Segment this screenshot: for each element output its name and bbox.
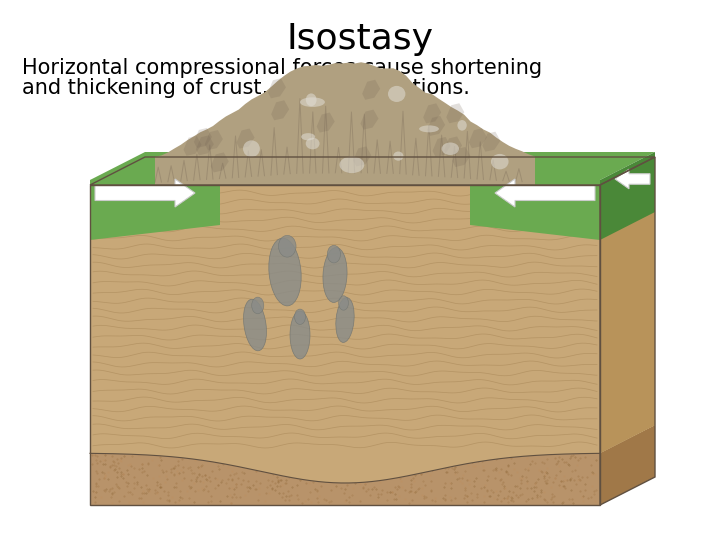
Ellipse shape <box>323 247 347 302</box>
Polygon shape <box>90 185 600 483</box>
Polygon shape <box>470 173 600 240</box>
Polygon shape <box>90 425 655 453</box>
Polygon shape <box>184 136 202 156</box>
Polygon shape <box>423 103 441 123</box>
Ellipse shape <box>491 154 508 170</box>
Polygon shape <box>427 116 445 136</box>
Ellipse shape <box>306 93 317 106</box>
Ellipse shape <box>340 157 364 173</box>
Polygon shape <box>194 128 212 148</box>
Ellipse shape <box>388 86 405 102</box>
Ellipse shape <box>328 245 341 263</box>
Ellipse shape <box>393 152 403 161</box>
Polygon shape <box>600 425 655 505</box>
Polygon shape <box>600 152 655 240</box>
Polygon shape <box>600 157 655 453</box>
Ellipse shape <box>336 298 354 342</box>
Polygon shape <box>361 110 379 130</box>
Ellipse shape <box>279 235 296 257</box>
Polygon shape <box>362 80 380 100</box>
Ellipse shape <box>306 138 320 150</box>
Ellipse shape <box>269 238 301 306</box>
Polygon shape <box>615 169 650 189</box>
Ellipse shape <box>301 133 315 140</box>
Ellipse shape <box>243 299 266 351</box>
Polygon shape <box>433 137 451 157</box>
Ellipse shape <box>294 309 305 325</box>
Polygon shape <box>268 78 286 98</box>
Polygon shape <box>317 112 335 132</box>
Polygon shape <box>495 179 595 207</box>
Polygon shape <box>205 130 223 150</box>
Polygon shape <box>444 137 462 157</box>
Polygon shape <box>237 129 255 148</box>
Polygon shape <box>90 453 600 505</box>
Polygon shape <box>196 136 214 156</box>
Polygon shape <box>90 152 655 180</box>
Polygon shape <box>211 152 229 172</box>
Polygon shape <box>452 147 470 167</box>
Ellipse shape <box>290 311 310 359</box>
Polygon shape <box>90 173 220 240</box>
Ellipse shape <box>338 296 348 310</box>
Ellipse shape <box>243 140 260 157</box>
Polygon shape <box>95 179 195 207</box>
Text: Isostasy: Isostasy <box>287 22 433 56</box>
Polygon shape <box>271 100 289 120</box>
Ellipse shape <box>441 143 459 155</box>
Polygon shape <box>469 129 487 148</box>
Polygon shape <box>354 146 372 166</box>
Ellipse shape <box>457 120 467 131</box>
Polygon shape <box>155 62 535 185</box>
Polygon shape <box>482 132 500 152</box>
Text: and thickening of crust,  in both directions.: and thickening of crust, in both directi… <box>22 78 470 98</box>
Ellipse shape <box>252 297 264 314</box>
Text: Horizontal compressional forces cause shortening: Horizontal compressional forces cause sh… <box>22 58 542 78</box>
Ellipse shape <box>300 97 325 107</box>
Polygon shape <box>446 103 464 123</box>
Ellipse shape <box>419 125 439 132</box>
